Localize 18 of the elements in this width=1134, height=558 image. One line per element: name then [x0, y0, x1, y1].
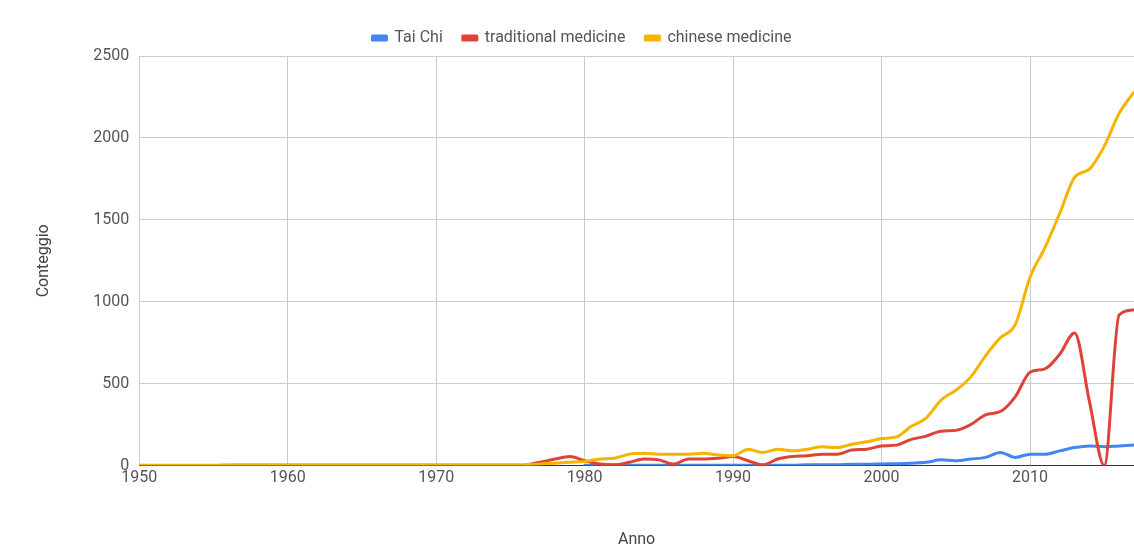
y-tick-label: 1000 [93, 290, 130, 310]
x-tick-label: 2010 [1012, 467, 1049, 487]
x-tick-label: 1990 [715, 467, 752, 487]
line-series [139, 90, 1134, 466]
y-tick-label: 2500 [93, 45, 130, 64]
legend-label: chinese medicine [667, 27, 792, 46]
x-tick-label: 1960 [269, 467, 306, 487]
legend-label: Tai Chi [394, 27, 443, 46]
y-tick-label: 2000 [93, 126, 130, 146]
x-tick-label: 2000 [863, 467, 900, 487]
x-tick-label: 1970 [418, 467, 455, 487]
legend-label: traditional medicine [484, 27, 626, 46]
y-tick-label: 500 [102, 372, 130, 392]
y-tick-label: 1500 [93, 208, 130, 228]
y-axis-title: Conteggio [32, 224, 52, 298]
x-axis-title: Anno [617, 529, 656, 549]
x-tick-label: 1980 [566, 467, 603, 487]
line-series [583, 443, 1134, 466]
